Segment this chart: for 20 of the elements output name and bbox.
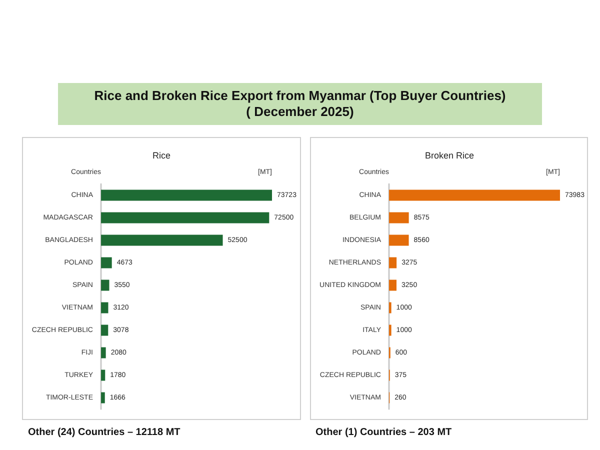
text: Rice and Broken Rice Export from Myanmar (Top Buyer Countries) ( December 2025) (94, 88, 506, 120)
bar (101, 212, 270, 224)
bar (388, 190, 560, 201)
bar (388, 257, 396, 268)
bar (101, 370, 106, 381)
bar (101, 347, 106, 358)
bar (101, 302, 108, 314)
bar (101, 280, 110, 291)
chart-title: Broken Rice (424, 150, 474, 160)
text: Other (1) Countries – 203 MT (316, 427, 452, 438)
bar (101, 234, 223, 246)
bar (101, 324, 108, 336)
text: Other (24) Countries – 12118 MT (28, 427, 180, 438)
bar (388, 280, 396, 291)
bar (388, 212, 408, 224)
bar (388, 234, 408, 246)
bar (101, 257, 112, 268)
chart-title: Rice (152, 150, 171, 160)
bar (101, 392, 105, 404)
bar (101, 190, 272, 201)
